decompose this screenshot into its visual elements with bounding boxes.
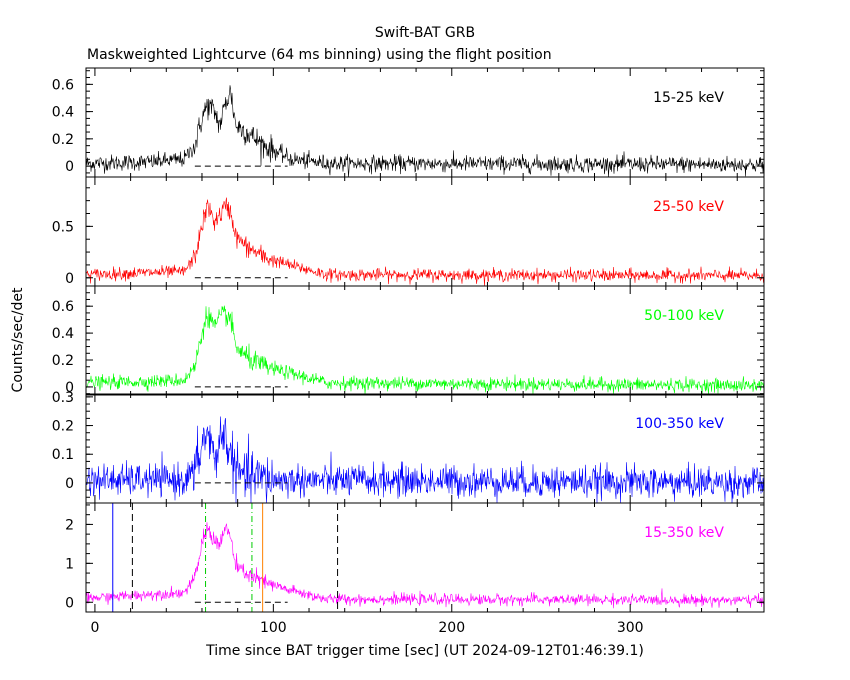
panel-frame-1 <box>85 67 765 178</box>
series-line-2 <box>85 197 765 287</box>
series-line-3 <box>85 305 765 396</box>
x-tick-label-1: 0 <box>90 620 99 636</box>
y-tick-label-3-2: 0.2 <box>52 353 74 369</box>
y-axis-label: Counts/sec/det <box>10 287 26 392</box>
panel-2: 0 0.5 25-50 keV <box>52 176 765 287</box>
y-tick-label-1-3: 0.4 <box>52 105 74 121</box>
y-tick-label-4-1: 0 <box>65 476 74 492</box>
chart-subtitle: Maskweighted Lightcurve (64 ms binning) … <box>87 47 552 63</box>
y-tick-label-1-2: 0.2 <box>52 132 74 148</box>
band-label-2: 25-50 keV <box>653 199 724 215</box>
chart-title: Swift-BAT GRB <box>375 25 475 41</box>
series-line-1 <box>85 85 765 178</box>
y-tick-label-3-4: 0.6 <box>52 299 74 315</box>
panel-5: 0 1 2 15-350 keV <box>65 502 765 613</box>
series-line-4 <box>85 416 765 504</box>
x-tick-label-2: 100 <box>260 620 287 636</box>
y-tick-label-3-1: 0 <box>65 380 74 396</box>
panel-frame-5 <box>85 502 765 613</box>
y-tick-label-1-1: 0 <box>65 159 74 175</box>
x-tick-label-3: 200 <box>438 620 465 636</box>
panel-4: 0 0.1 0.2 0.3 100-350 keV <box>52 390 765 504</box>
band-label-3: 50-100 keV <box>644 308 724 324</box>
y-tick-label-5-1: 0 <box>65 595 74 611</box>
band-label-1: 15-25 keV <box>653 90 724 106</box>
y-tick-label-2-2: 0.5 <box>52 219 74 235</box>
y-tick-label-4-3: 0.2 <box>52 419 74 435</box>
panel-3: 0 0.2 0.4 0.6 50-100 keV <box>52 285 765 396</box>
y-tick-label-5-3: 2 <box>65 517 74 533</box>
panel-1: 0 0.2 0.4 0.6 15-25 keV <box>52 67 765 178</box>
y-tick-label-5-2: 1 <box>65 556 74 572</box>
y-tick-label-4-4: 0.3 <box>52 390 74 406</box>
series-line-5 <box>85 522 765 609</box>
x-axis-label: Time since BAT trigger time [sec] (UT 20… <box>205 643 644 659</box>
x-tick-labels: 0 100 200 300 <box>90 620 643 636</box>
band-label-4: 100-350 keV <box>635 416 724 432</box>
y-tick-label-3-3: 0.4 <box>52 326 74 342</box>
x-tick-label-4: 300 <box>617 620 644 636</box>
panel-frame-3 <box>85 285 765 396</box>
band-label-5: 15-350 keV <box>644 525 724 541</box>
y-tick-label-4-2: 0.1 <box>52 447 74 463</box>
y-tick-label-2-1: 0 <box>65 271 74 287</box>
y-tick-label-1-4: 0.6 <box>52 77 74 93</box>
